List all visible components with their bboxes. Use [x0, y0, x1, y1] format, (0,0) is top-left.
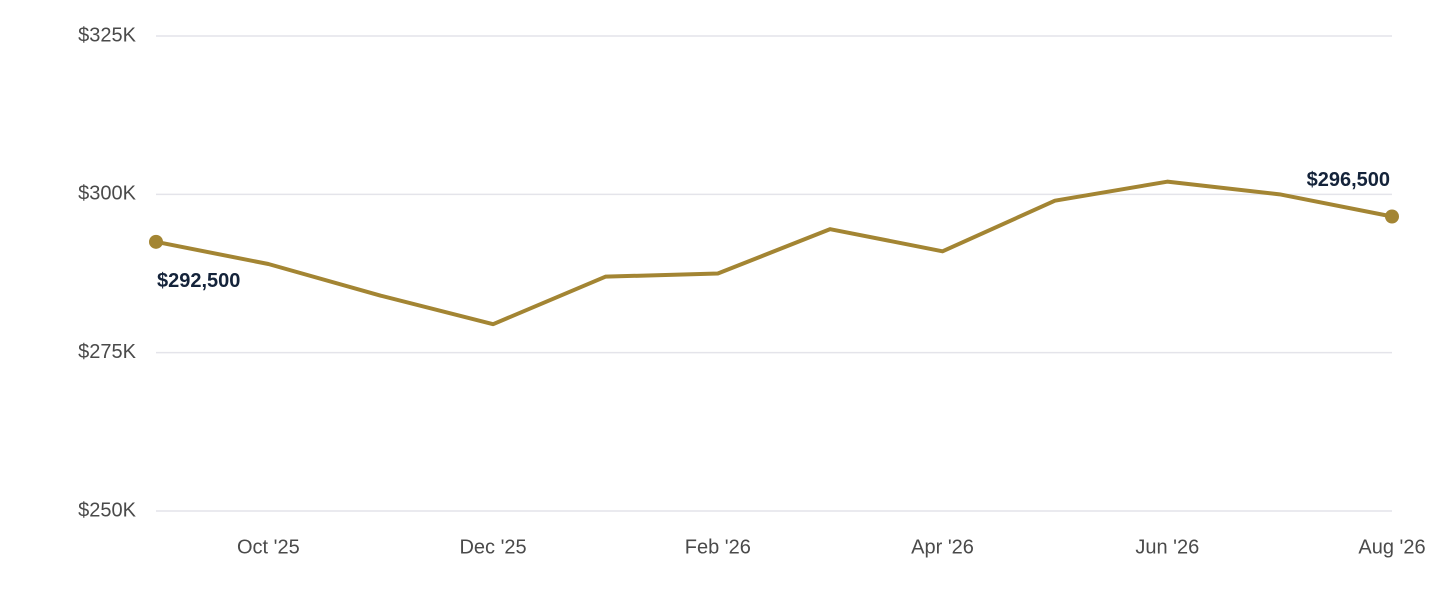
- point: [1385, 209, 1399, 224]
- value-label: $296,500: [1307, 169, 1390, 191]
- y-tick-label: $300K: [78, 183, 136, 205]
- x-tick-label: Aug '26: [1358, 536, 1425, 558]
- x-tick-label: Feb '26: [685, 536, 751, 558]
- x-tick-label: Apr '26: [911, 536, 974, 558]
- line: [155, 179, 1393, 327]
- value-label: $292,500: [157, 270, 240, 292]
- x-tick-label: Dec '25: [459, 536, 526, 558]
- point: [149, 234, 163, 249]
- y-tick-label: $325K: [78, 24, 136, 46]
- y-tick-label: $250K: [78, 499, 136, 521]
- x-tick-label: Jun '26: [1135, 536, 1199, 558]
- y-tick-label: $275K: [78, 341, 136, 363]
- x-tick-label: Oct '25: [237, 536, 300, 558]
